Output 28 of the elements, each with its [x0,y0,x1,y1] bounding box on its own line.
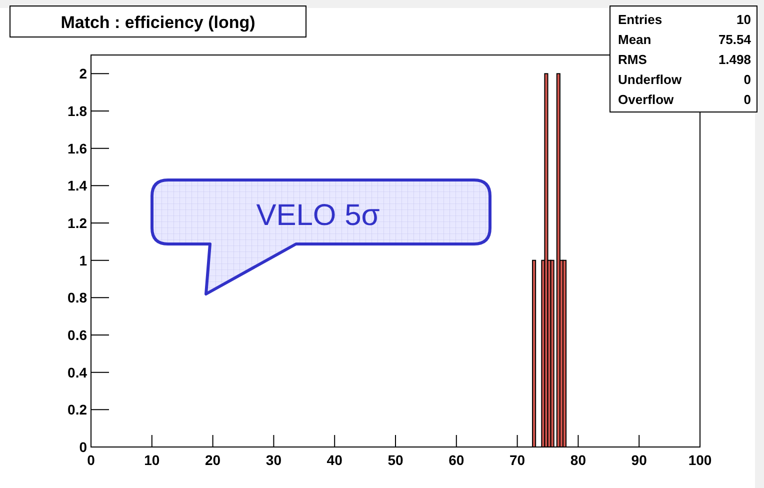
y-tick-label: 1.8 [68,103,88,119]
y-tick-label: 0 [79,439,88,455]
y-tick-label: 1 [79,252,88,268]
y-tick-label: 1.2 [68,215,88,231]
y-tick-label: 1.6 [68,140,88,156]
text: Overflow 0 [618,92,751,107]
x-tick-label: 20 [205,452,221,468]
x-tick-label: 60 [448,452,464,468]
y-tick-label: 1.4 [68,178,88,194]
y-tick-label: 0.6 [68,327,88,343]
y-tick-label: 0.8 [68,290,88,306]
text: Underflow 0 [618,72,751,87]
y-tick-label: 0.2 [68,402,88,418]
x-tick-label: 80 [570,452,586,468]
x-tick-label: 30 [266,452,282,468]
text: Entries 10 [618,12,751,27]
x-tick-label: 10 [144,452,160,468]
y-tick-label: 2 [79,66,88,82]
x-tick-label: 100 [688,452,712,468]
x-tick-label: 90 [631,452,648,468]
annotation: VELO 5σ [256,199,380,232]
x-tick-label: 50 [388,452,404,468]
chart-title: Match : efficiency (long) [60,13,256,32]
x-tick-label: 70 [510,452,526,468]
text: RMS 1.498 [618,52,751,67]
text: Mean 75.54 [618,32,751,47]
y-tick-label: 0.4 [68,364,88,380]
x-tick-label: 40 [326,452,343,468]
